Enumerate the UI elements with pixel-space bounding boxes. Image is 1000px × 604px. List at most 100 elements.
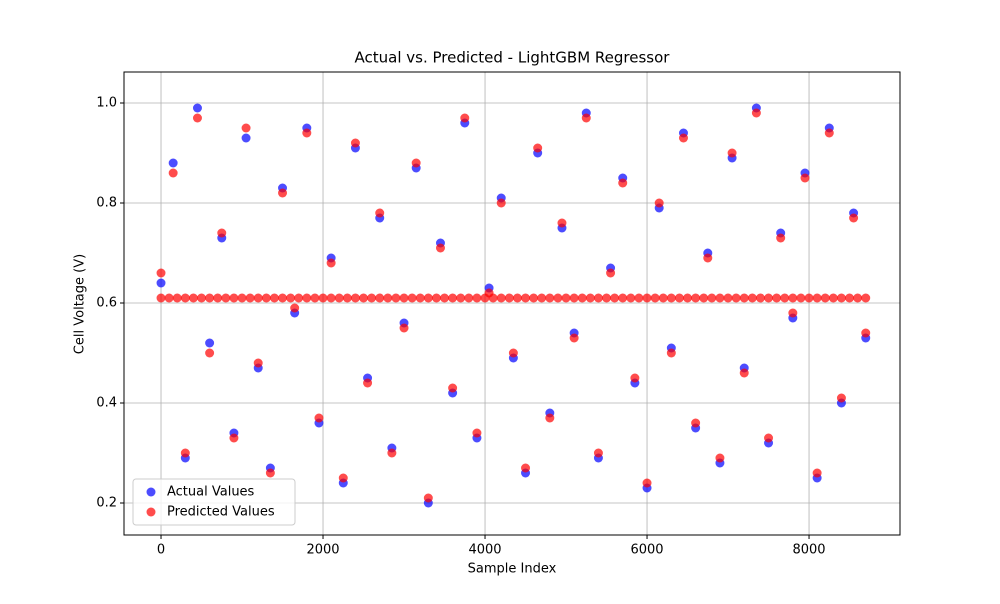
- point: [197, 293, 207, 303]
- point: [302, 128, 312, 138]
- point: [545, 293, 555, 303]
- point: [241, 133, 251, 143]
- point: [731, 293, 741, 303]
- point: [788, 293, 798, 303]
- point: [456, 293, 466, 303]
- point: [508, 348, 518, 358]
- point: [423, 493, 433, 503]
- point: [723, 293, 733, 303]
- point: [751, 108, 761, 118]
- point: [411, 158, 421, 168]
- point: [496, 293, 506, 303]
- x-tick-label: 0: [157, 543, 165, 558]
- point: [861, 293, 871, 303]
- point: [172, 293, 182, 303]
- point: [569, 333, 579, 343]
- legend: Actual Values Predicted Values: [132, 478, 296, 526]
- point: [796, 293, 806, 303]
- point: [290, 303, 300, 313]
- point: [845, 293, 855, 303]
- point: [727, 148, 737, 158]
- point: [192, 113, 202, 123]
- point: [229, 433, 239, 443]
- point: [828, 293, 838, 303]
- point: [666, 348, 676, 358]
- point: [593, 448, 603, 458]
- point: [561, 293, 571, 303]
- point: [812, 293, 822, 303]
- point: [699, 293, 709, 303]
- point: [407, 293, 417, 303]
- point: [237, 293, 247, 303]
- x-tick-label: 4000: [468, 543, 501, 558]
- plot-frame: [123, 71, 901, 536]
- point: [363, 378, 373, 388]
- point: [399, 293, 409, 303]
- point: [294, 293, 304, 303]
- point: [367, 293, 377, 303]
- point: [606, 268, 616, 278]
- point: [188, 293, 198, 303]
- point: [217, 228, 227, 238]
- point: [464, 293, 474, 303]
- point: [776, 233, 786, 243]
- point: [853, 293, 863, 303]
- point: [326, 293, 336, 303]
- point: [569, 293, 579, 303]
- point: [804, 293, 814, 303]
- point: [431, 293, 441, 303]
- point: [318, 293, 328, 303]
- y-tick-label: 0.8: [96, 196, 117, 211]
- point: [205, 348, 215, 358]
- point: [488, 293, 498, 303]
- x-tick-label: 2000: [306, 543, 339, 558]
- point: [666, 293, 676, 303]
- point: [480, 293, 490, 303]
- point: [537, 293, 547, 303]
- point: [205, 338, 215, 348]
- y-axis-label: Cell Voltage (V): [73, 254, 88, 354]
- point: [836, 393, 846, 403]
- point: [715, 453, 725, 463]
- point: [654, 198, 664, 208]
- point: [241, 123, 251, 133]
- point: [253, 293, 263, 303]
- x-tick-label: 6000: [630, 543, 663, 558]
- point: [739, 368, 749, 378]
- point: [512, 293, 522, 303]
- point: [642, 293, 652, 303]
- legend-box: [132, 478, 296, 526]
- point: [391, 293, 401, 303]
- point: [703, 253, 713, 263]
- point: [350, 138, 360, 148]
- point: [545, 413, 555, 423]
- point: [383, 293, 393, 303]
- point: [221, 293, 231, 303]
- point: [423, 293, 433, 303]
- point: [788, 308, 798, 318]
- point: [747, 293, 757, 303]
- point: [375, 293, 385, 303]
- point: [375, 208, 385, 218]
- point: [618, 178, 628, 188]
- point: [678, 133, 688, 143]
- point: [630, 373, 640, 383]
- point: [521, 463, 531, 473]
- point: [824, 128, 834, 138]
- point: [338, 473, 348, 483]
- y-tick-label: 0.2: [96, 496, 117, 511]
- point: [314, 413, 324, 423]
- point: [245, 293, 255, 303]
- point: [521, 293, 531, 303]
- point: [820, 293, 830, 303]
- point: [164, 293, 174, 303]
- point: [602, 293, 612, 303]
- point: [650, 293, 660, 303]
- point: [772, 293, 782, 303]
- point: [691, 418, 701, 428]
- point: [739, 293, 749, 303]
- point: [585, 293, 595, 303]
- point: [691, 293, 701, 303]
- point: [168, 168, 178, 178]
